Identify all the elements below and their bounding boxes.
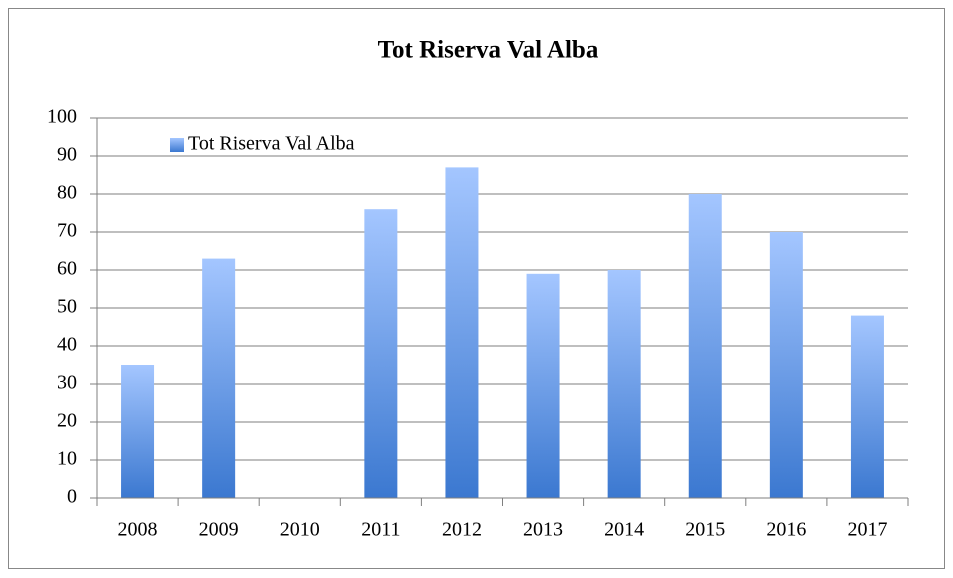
bar	[607, 270, 641, 498]
y-tick-label: 20	[57, 410, 77, 432]
bar	[364, 209, 398, 498]
x-tick-label: 2008	[118, 519, 158, 541]
bar	[769, 232, 803, 498]
y-tick-label: 30	[57, 372, 77, 394]
y-tick-label: 0	[67, 486, 77, 508]
x-tick-label: 2011	[361, 519, 400, 541]
x-tick-label: 2009	[199, 519, 239, 541]
chart-title: Tot Riserva Val Alba	[378, 37, 599, 64]
bar	[526, 273, 560, 498]
legend-label: Tot Riserva Val Alba	[188, 133, 355, 155]
x-tick-label: 2010	[280, 519, 320, 541]
y-tick-label: 90	[57, 144, 77, 166]
bar	[121, 365, 155, 498]
bar	[850, 315, 884, 498]
y-tick-label: 80	[57, 182, 77, 204]
x-tick-label: 2016	[766, 519, 806, 541]
x-tick-label: 2014	[604, 519, 644, 541]
legend-swatch	[170, 138, 184, 152]
bar	[202, 258, 236, 498]
x-tick-label: 2012	[442, 519, 482, 541]
bar	[688, 194, 722, 498]
x-tick-label: 2015	[685, 519, 725, 541]
y-tick-label: 10	[57, 448, 77, 470]
x-tick-label: 2017	[847, 519, 887, 541]
y-tick-label: 50	[57, 296, 77, 318]
y-tick-label: 60	[57, 258, 77, 280]
y-tick-label: 40	[57, 334, 77, 356]
y-tick-label: 100	[47, 106, 77, 128]
x-tick-label: 2013	[523, 519, 563, 541]
y-tick-label: 70	[57, 220, 77, 242]
bar	[445, 167, 479, 498]
